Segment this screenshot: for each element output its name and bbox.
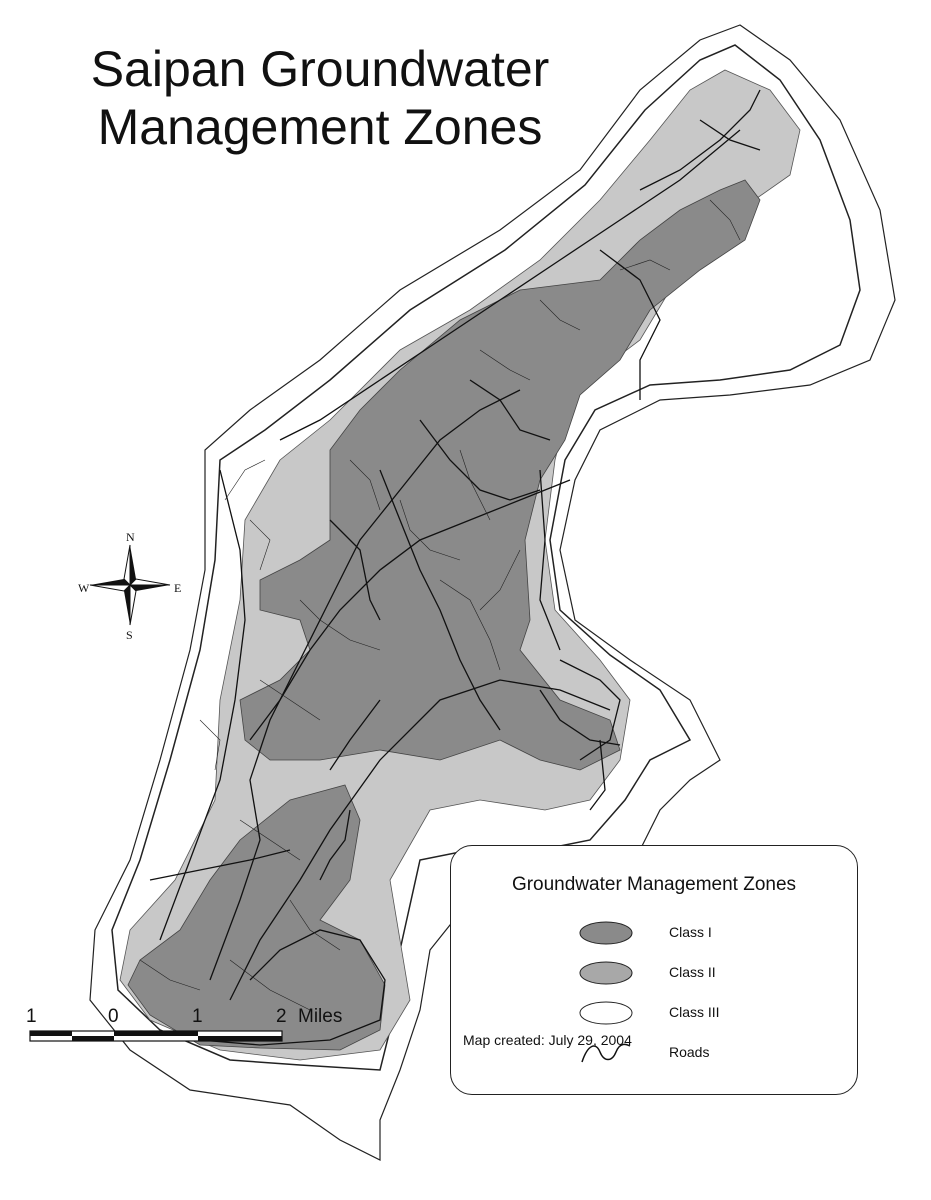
legend-item-roads: Roads	[451, 1036, 857, 1070]
legend-label: Roads	[669, 1044, 710, 1060]
map-legend: Groundwater Management Zones Class I Cla…	[450, 845, 858, 1095]
compass-north-label: N	[126, 530, 135, 544]
scale-tick-label: 1	[192, 1006, 203, 1027]
scale-unit-label: Miles	[298, 1006, 343, 1027]
map-credit: Map created: July 29, 2004	[463, 1032, 632, 1048]
scale-tick-label: 1	[26, 1006, 37, 1027]
class-ii-swatch-icon	[579, 961, 633, 985]
legend-title: Groundwater Management Zones	[511, 874, 797, 895]
legend-item-class-i: Class I	[451, 916, 857, 950]
minor-roads	[139, 199, 741, 1011]
legend-item-class-ii: Class II	[451, 956, 857, 990]
legend-item-class-iii: Class III	[451, 996, 857, 1030]
legend-label: Class I	[669, 924, 712, 940]
scale-bar	[29, 1030, 283, 1042]
map-title-line-2: Management Zones	[97, 99, 543, 155]
class-i-swatch-icon	[579, 921, 633, 945]
compass-east-label: E	[174, 581, 182, 595]
zone-class-i-south	[127, 784, 386, 1051]
compass-rose-icon	[89, 544, 171, 626]
zone-class-i-north	[239, 179, 761, 771]
roads-swatch-icon	[581, 1043, 631, 1063]
scale-tick-label: 2	[276, 1006, 287, 1027]
compass-south-label: S	[126, 628, 133, 642]
compass-west-label: W	[78, 581, 90, 595]
road-network	[149, 89, 761, 1046]
scale-tick-label: 0	[108, 1006, 119, 1027]
class-iii-swatch-icon	[579, 1001, 633, 1025]
legend-label: Class II	[669, 964, 716, 980]
legend-label: Class III	[669, 1004, 720, 1020]
map-title-line-1: Saipan Groundwater	[90, 41, 550, 97]
map-title: Saipan Groundwater Management Zones	[40, 40, 600, 156]
